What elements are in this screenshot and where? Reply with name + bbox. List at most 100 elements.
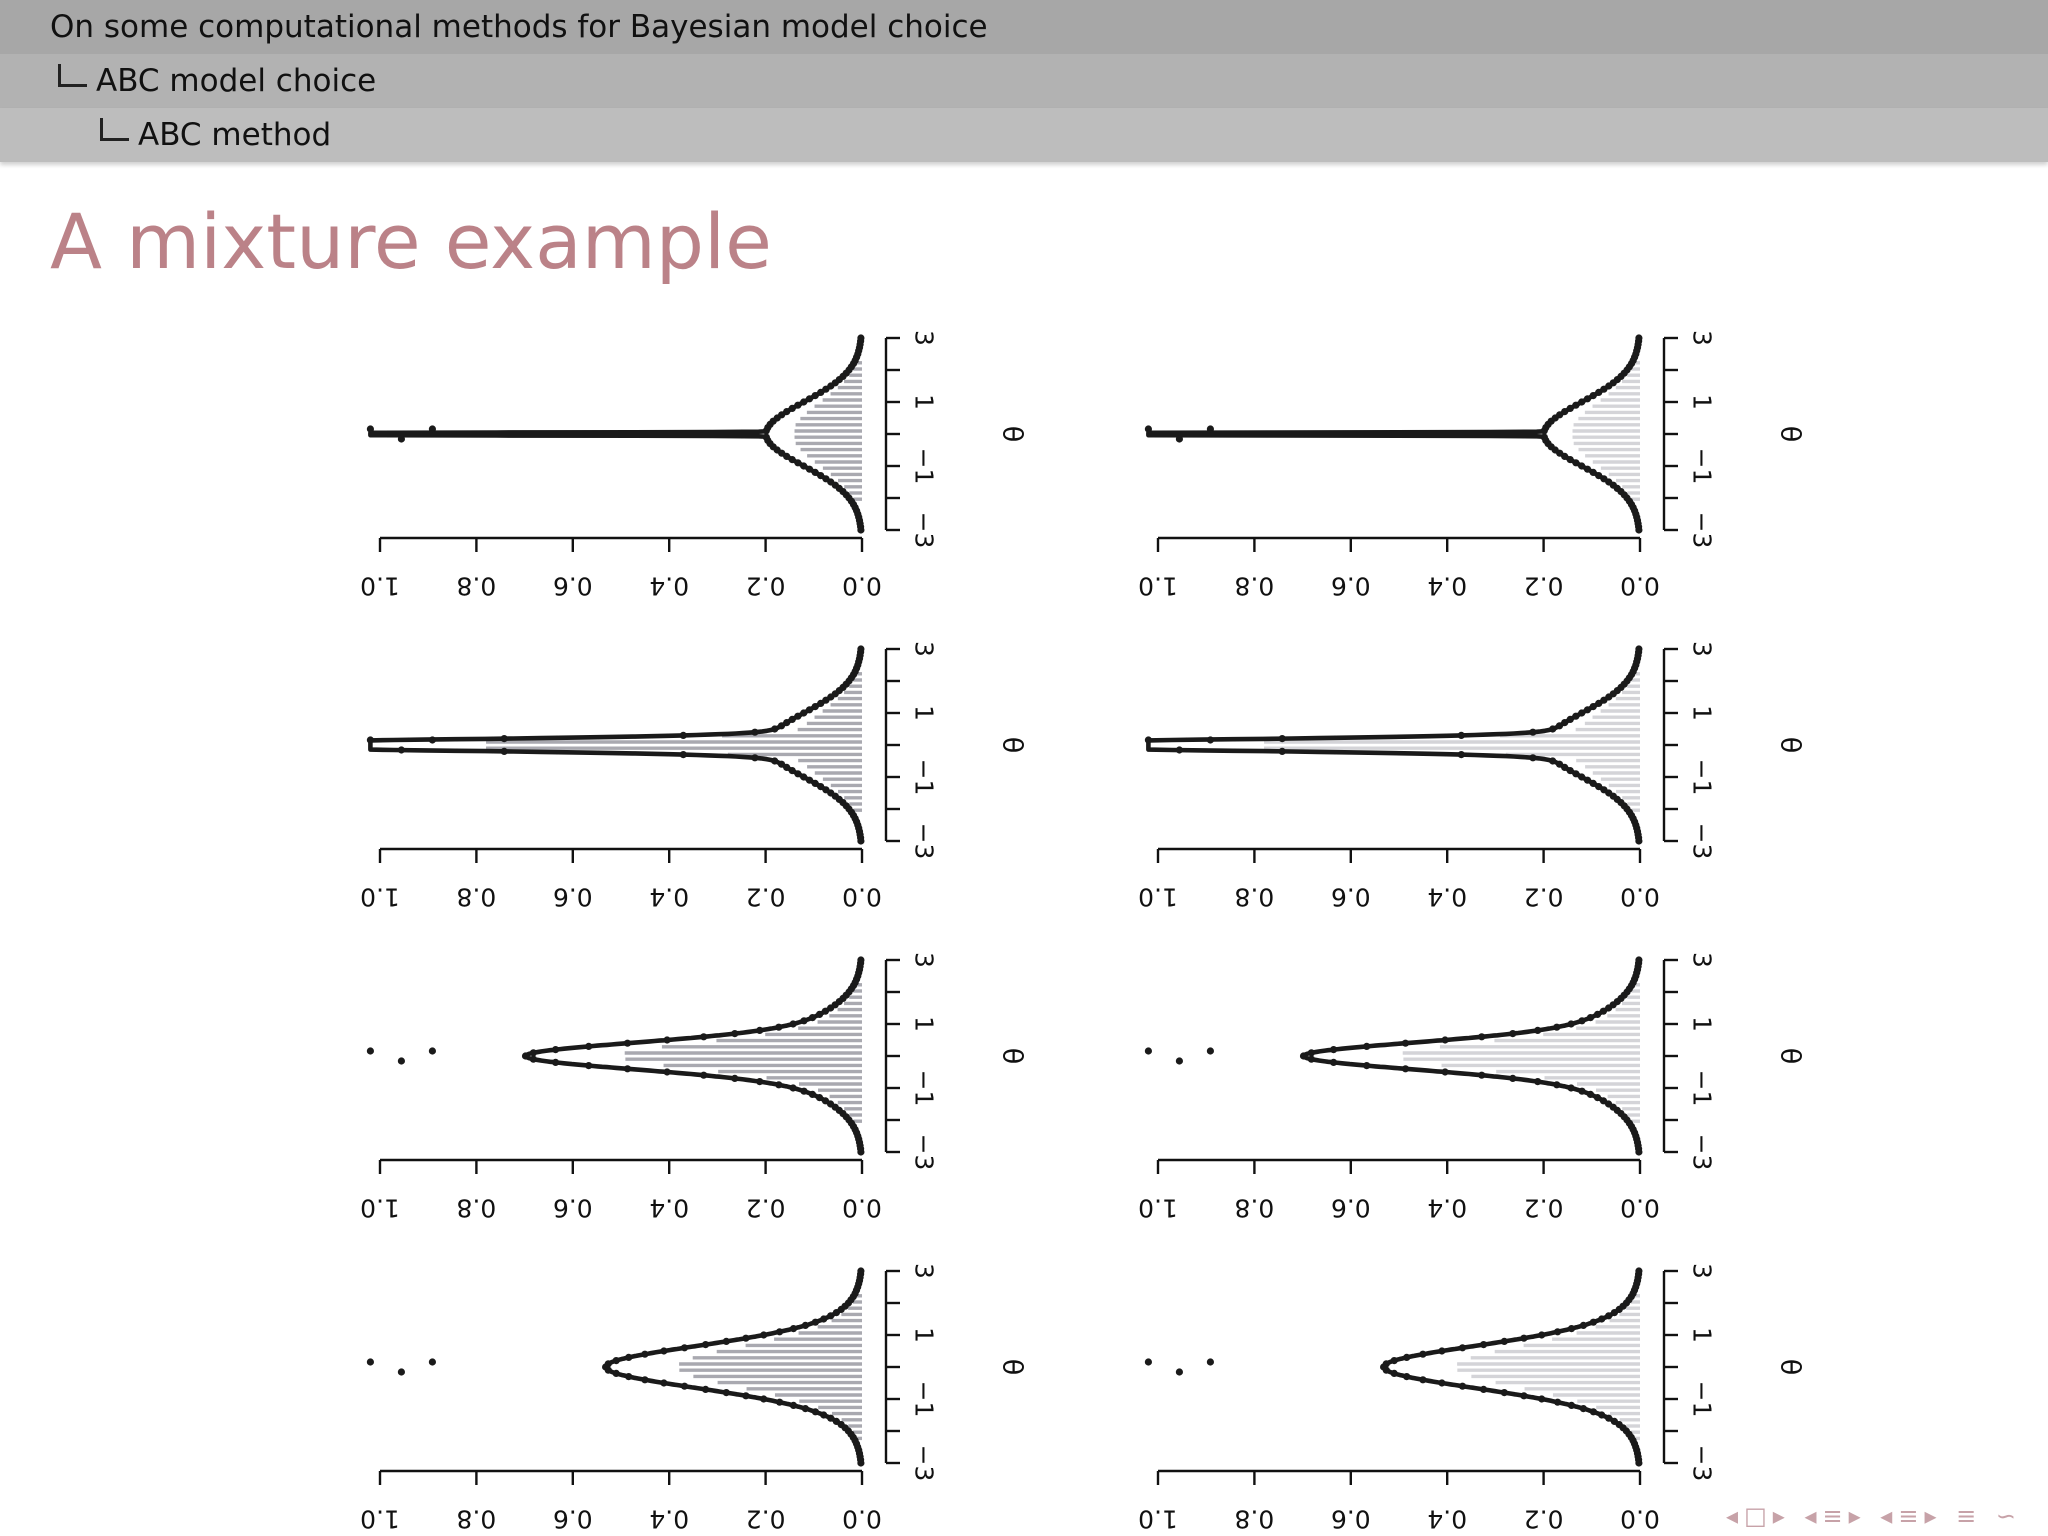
value-tick-label: 1.0 <box>360 883 400 912</box>
value-tick-label: 1.0 <box>1138 1194 1178 1223</box>
data-point <box>775 1081 783 1089</box>
value-tick-label: 0.6 <box>553 883 593 912</box>
data-point <box>1572 770 1580 778</box>
data-point <box>857 956 865 964</box>
data-point <box>529 1049 538 1057</box>
data-point <box>1553 1081 1561 1089</box>
data-point <box>428 425 436 433</box>
data-point <box>820 1411 828 1419</box>
data-point <box>722 1389 730 1397</box>
data-point <box>1500 1337 1508 1345</box>
data-point <box>625 1353 633 1361</box>
data-point <box>397 746 405 754</box>
align-icon[interactable]: ≡ <box>1956 1502 1983 1530</box>
data-point <box>663 1068 671 1076</box>
arrow-right-icon[interactable]: ▸ <box>1772 1502 1791 1530</box>
data-point <box>808 1090 817 1098</box>
data-point <box>1206 736 1214 744</box>
frame-icon[interactable]: □ <box>1744 1502 1773 1530</box>
data-point <box>788 456 796 464</box>
plot-panel-row1-right: 0.0 0.2 0.4 0.6 0.8 1.0 −3 −1 1 3 θ <box>1138 330 1805 600</box>
value-tick-label: 0.4 <box>1427 572 1467 601</box>
value-tick-label: 0.6 <box>1331 572 1371 601</box>
arrow-left-icon[interactable]: ◂ <box>1726 1502 1745 1530</box>
data-point <box>552 1046 560 1054</box>
data-point <box>811 1408 820 1416</box>
data-point <box>777 722 786 730</box>
data-point <box>811 468 819 476</box>
data-point <box>1593 1094 1602 1102</box>
data-point <box>794 401 802 409</box>
data-point <box>1599 1007 1607 1015</box>
data-point <box>1403 1373 1411 1381</box>
value-tick-label: 0.0 <box>842 572 882 601</box>
data-point <box>794 770 802 778</box>
data-point <box>775 1023 783 1031</box>
value-tick-label: 1.0 <box>1138 1505 1178 1534</box>
posterior-curve <box>1146 647 1642 843</box>
data-point <box>1441 1036 1449 1044</box>
data-point <box>366 736 374 744</box>
value-tick-label: 1.0 <box>360 1505 400 1534</box>
theta-tick-label: 3 <box>910 952 939 968</box>
data-point <box>801 1321 810 1329</box>
data-point <box>1567 1084 1575 1092</box>
theta-axis-label: θ <box>997 426 1028 443</box>
data-point <box>1600 475 1608 483</box>
posterior-dot-markers <box>1144 1267 1643 1467</box>
data-point <box>1529 728 1537 736</box>
theta-tick-label: 3 <box>1688 1263 1717 1279</box>
data-point <box>722 1337 730 1345</box>
data-point <box>800 1087 808 1095</box>
data-point <box>680 1382 689 1390</box>
data-point <box>783 719 791 727</box>
data-point <box>1419 1350 1427 1358</box>
data-point <box>1538 1331 1546 1339</box>
data-point <box>820 1315 828 1323</box>
data-point <box>783 408 791 416</box>
data-point <box>700 1071 708 1079</box>
value-tick-label: 0.2 <box>746 883 786 912</box>
data-point <box>1509 1030 1517 1038</box>
section-icon[interactable]: ◂≡▸ <box>1880 1502 1943 1530</box>
posterior-curve <box>1381 1269 1642 1465</box>
data-point <box>1390 1369 1398 1377</box>
data-point <box>1593 1010 1602 1019</box>
data-point <box>821 1097 830 1105</box>
value-tick-label: 0.2 <box>746 1194 786 1223</box>
presentation-title: On some computational methods for Bayesi… <box>50 9 988 45</box>
data-point <box>1578 462 1586 470</box>
search-icon[interactable]: ∽ <box>1995 1502 2022 1530</box>
theta-tick-label: −1 <box>910 1381 939 1418</box>
theta-tick-label: −3 <box>910 512 939 549</box>
value-tick-label: 0.4 <box>649 1194 689 1223</box>
data-point <box>1206 1047 1214 1055</box>
data-point <box>1600 786 1608 794</box>
data-point <box>397 1368 405 1376</box>
theta-tick-label: 1 <box>1688 705 1717 721</box>
abc-histogram <box>1402 983 1640 1123</box>
data-point <box>1567 1020 1575 1028</box>
data-point <box>805 776 814 784</box>
header-title-bar: On some computational methods for Bayesi… <box>0 0 2048 54</box>
posterior-dot-markers <box>366 645 865 845</box>
data-point <box>366 1047 374 1055</box>
theta-tick-label: −1 <box>1688 1381 1717 1418</box>
value-tick-label: 1.0 <box>1138 883 1178 912</box>
data-point <box>585 1062 593 1070</box>
subsection-icon[interactable]: ◂≡▸ <box>1804 1502 1867 1530</box>
data-point <box>1579 1405 1587 1413</box>
data-point <box>811 392 819 400</box>
data-point <box>1578 1087 1586 1095</box>
beamer-navigation[interactable]: ◂□▸ ◂≡▸ ◂≡▸ ≡ ∽ <box>1726 1502 2022 1530</box>
value-tick-label: 0.8 <box>457 572 497 601</box>
header-subsection-bar: ABC method <box>0 108 2048 162</box>
theta-axis-label: θ <box>997 1048 1028 1065</box>
data-point <box>623 1065 632 1073</box>
data-point <box>1635 956 1643 964</box>
data-point <box>552 1058 560 1066</box>
data-point <box>521 1052 530 1060</box>
data-point <box>805 395 814 403</box>
data-point <box>783 763 791 772</box>
value-tick-label: 0.6 <box>553 572 593 601</box>
